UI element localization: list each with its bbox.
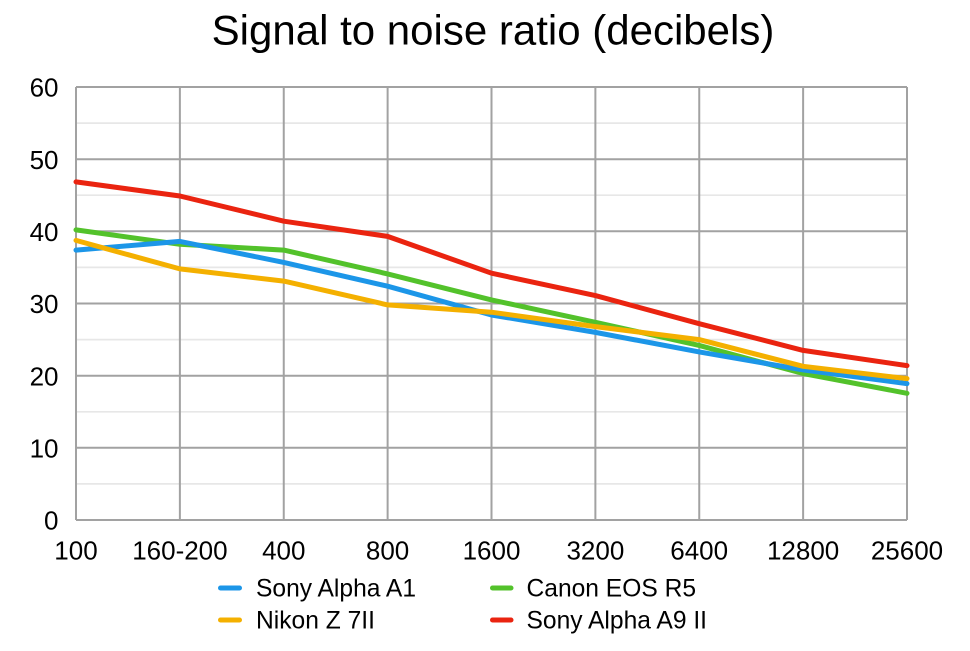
svg-text:10: 10: [30, 434, 59, 464]
svg-text:40: 40: [30, 217, 59, 247]
svg-text:25600: 25600: [871, 536, 943, 566]
svg-text:Sony Alpha A1: Sony Alpha A1: [256, 576, 416, 603]
svg-text:Nikon Z 7II: Nikon Z 7II: [256, 608, 375, 635]
svg-text:0: 0: [44, 506, 58, 536]
svg-text:800: 800: [366, 536, 409, 566]
svg-text:12800: 12800: [767, 536, 839, 566]
svg-text:100: 100: [54, 536, 97, 566]
svg-text:Canon EOS R5: Canon EOS R5: [527, 576, 697, 603]
svg-text:400: 400: [262, 536, 305, 566]
svg-text:60: 60: [30, 73, 59, 103]
svg-text:Signal to noise ratio (decibel: Signal to noise ratio (decibels): [212, 7, 775, 54]
svg-text:3200: 3200: [566, 536, 624, 566]
svg-text:30: 30: [30, 289, 59, 319]
svg-text:6400: 6400: [670, 536, 728, 566]
svg-text:20: 20: [30, 361, 59, 391]
svg-text:160-200: 160-200: [132, 536, 227, 566]
svg-text:50: 50: [30, 145, 59, 175]
svg-text:Sony Alpha A9 II: Sony Alpha A9 II: [527, 608, 708, 635]
svg-text:1600: 1600: [463, 536, 521, 566]
